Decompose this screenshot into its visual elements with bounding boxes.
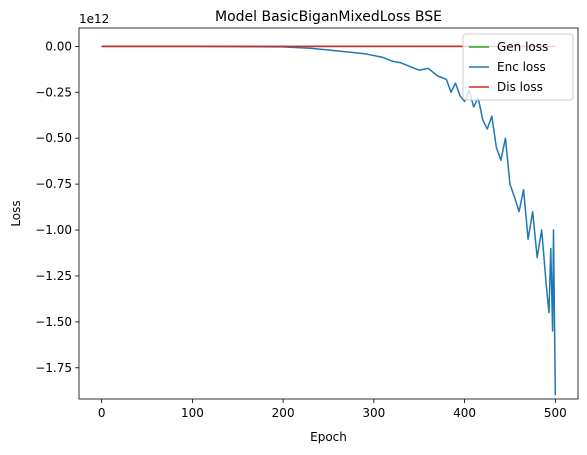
- y-axis-label: Loss: [9, 200, 23, 226]
- y-tick-label: −0.25: [35, 85, 72, 99]
- x-axis-label: Epoch: [310, 430, 347, 444]
- x-tick-label: 200: [272, 406, 295, 420]
- y-tick-label: −1.25: [35, 269, 72, 283]
- plot-frame: [78, 27, 579, 400]
- chart-title: Model BasicBiganMixedLoss BSE: [215, 9, 442, 25]
- y-tick-label: −0.50: [35, 131, 72, 145]
- legend-label: Enc loss: [497, 60, 546, 74]
- legend-label: Gen loss: [497, 40, 548, 54]
- series-line-enc-loss: [101, 45, 557, 396]
- legend-box: [462, 33, 574, 101]
- y-tick-label: −1.50: [35, 315, 72, 329]
- x-tick-label: 0: [98, 406, 106, 420]
- y-tick-label: −1.75: [35, 361, 72, 375]
- legend-label: Dis loss: [497, 80, 543, 94]
- x-axis: 0 100 200 300 400 500: [98, 399, 567, 420]
- x-tick-label: 500: [544, 406, 567, 420]
- legend: Gen loss Enc loss Dis loss: [462, 33, 574, 101]
- y-axis: 0.00 −0.25 −0.50 −0.75 −1.00 −1.25 −1.50 −1.75: [35, 39, 79, 375]
- y-tick-label: −0.75: [35, 177, 72, 191]
- x-tick-label: 100: [181, 406, 204, 420]
- y-offset-text: 1e12: [79, 12, 109, 26]
- x-tick-label: 300: [362, 406, 385, 420]
- y-tick-label: −1.00: [35, 223, 72, 237]
- y-tick-label: 0.00: [45, 39, 72, 53]
- x-tick-label: 400: [453, 406, 476, 420]
